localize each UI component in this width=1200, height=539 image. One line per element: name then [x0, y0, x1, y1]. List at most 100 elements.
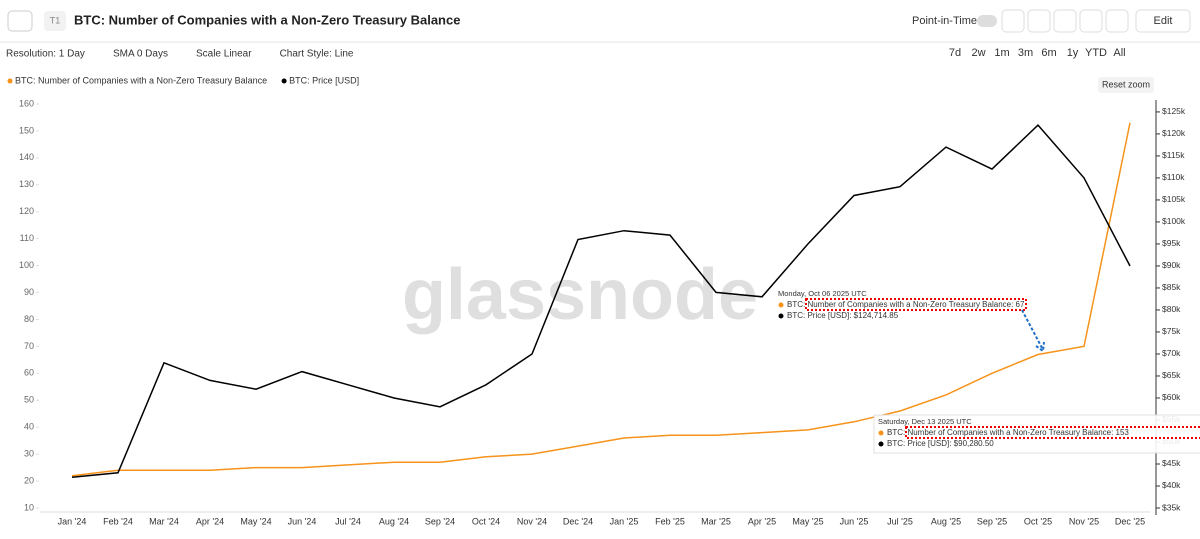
y2-tick-label: $35k [1162, 502, 1181, 512]
y2-tick-label: $120k [1162, 128, 1186, 138]
y-tick-label: 90 [24, 287, 34, 297]
range-button[interactable]: YTD [1085, 47, 1107, 59]
y2-tick-label: $125k [1162, 106, 1186, 116]
y2-tick-label: $75k [1162, 326, 1181, 336]
y2-tick-label: $80k [1162, 304, 1181, 314]
x-tick-label: Oct '24 [472, 516, 500, 526]
x-tick-label: Feb '24 [103, 516, 133, 526]
range-button[interactable]: 3m [1018, 47, 1033, 59]
y-tick-label: 80 [24, 314, 34, 324]
tooltip-date: Monday, Oct 06 2025 UTC [778, 289, 867, 298]
range-button[interactable]: 1m [994, 47, 1009, 59]
copy-button[interactable] [1105, 9, 1129, 33]
y-tick-label: 60 [24, 368, 34, 378]
y-tick-label: 110 [20, 233, 34, 243]
toolbar-option[interactable]: Scale Linear [196, 49, 252, 60]
y-tick-label: 150 [19, 125, 34, 135]
tooltips: Monday, Oct 06 2025 UTC BTC: Number of Co… [774, 287, 1200, 454]
x-tick-label: Sep '24 [425, 516, 455, 526]
favorite-button[interactable] [1027, 9, 1051, 33]
y-tick-label: 140 [19, 152, 34, 162]
y-tick-label: 40 [24, 422, 34, 432]
y2-tick-label: $65k [1162, 370, 1181, 380]
y2-tick-label: $70k [1162, 348, 1181, 358]
highlight [805, 298, 1027, 311]
x-tick-label: Nov '25 [1069, 516, 1099, 526]
y-tick-label: 10 [24, 502, 34, 512]
tooltip-dot [778, 313, 784, 319]
tooltip-dot [878, 441, 884, 447]
y-tick-label: 70 [24, 341, 34, 351]
x-tick-label: Jun '25 [840, 516, 869, 526]
edit-button[interactable] [1135, 9, 1191, 33]
y2-tick-label: $40k [1162, 480, 1181, 490]
edit-label: Edit [1154, 15, 1173, 27]
header [0, 0, 1200, 42]
legend-label[interactable]: BTC: Number of Companies with a Non-Zero… [15, 75, 267, 85]
reset-zoom: Reset zoom [1102, 79, 1150, 89]
watermark: glassnode [402, 255, 758, 335]
legend: BTC: Number of Companies with a Non-Zero… [7, 75, 359, 85]
x-tick-label: Mar '25 [701, 516, 731, 526]
x-tick-label: Sep '25 [977, 516, 1007, 526]
x-tick-label: May '24 [240, 516, 271, 526]
share-button[interactable] [1079, 9, 1103, 33]
tooltip-line: BTC: Number of Companies with a Non-Zero… [787, 300, 1025, 309]
y-tick-label: 130 [19, 179, 34, 189]
reset-zoom-button[interactable] [1098, 77, 1154, 93]
y2-tick-label: $115k [1162, 150, 1185, 160]
toolbar: Resolution: 1 Day SMA 0 Days Scale Linear C… [6, 47, 1126, 60]
x-tick-label: Jul '24 [335, 516, 361, 526]
y-tick-label: 20 [24, 475, 34, 485]
arrow [1021, 309, 1045, 353]
legend-label[interactable]: BTC: Price [USD] [289, 75, 359, 85]
x-tick-label: Dec '25 [1115, 516, 1145, 526]
tooltip-line: BTC: Price [USD]: $124,714.85 [787, 311, 899, 320]
y-tick-label: 120 [19, 206, 34, 216]
x-tick-label: Nov '24 [517, 516, 547, 526]
y-tick-label: 100 [19, 260, 34, 270]
x-tick-label: Apr '25 [748, 516, 776, 526]
alert-button[interactable] [1053, 9, 1077, 33]
x-tick-label: Apr '24 [196, 516, 224, 526]
toolbar-option[interactable]: Resolution: 1 Day [6, 49, 85, 60]
series-line [71, 122, 1131, 477]
x-tick-label: Jan '25 [610, 516, 639, 526]
tooltip [873, 414, 1200, 454]
range-button[interactable]: 6m [1041, 47, 1056, 59]
badge: T1 [50, 15, 61, 25]
toolbar-option[interactable]: Chart Style: Line [280, 49, 354, 60]
y2-tick-label: $85k [1162, 282, 1181, 292]
y2-tick-label: $110k [1162, 172, 1185, 182]
toggle[interactable] [977, 15, 997, 27]
y-tick-label: 30 [24, 449, 34, 459]
tooltip [774, 287, 1034, 325]
tooltip-date: Saturday, Dec 13 2025 UTC [878, 417, 972, 426]
x-tick-label: Jun '24 [288, 516, 317, 526]
legend-dot [281, 78, 287, 84]
x-tick-label: Dec '24 [563, 516, 593, 526]
toolbar-option[interactable]: SMA 0 Days [113, 49, 168, 60]
highlight [905, 426, 1200, 439]
y2-tick-label: $105k [1162, 194, 1186, 204]
legend-dot [7, 78, 13, 84]
x-tick-label: Jul '25 [887, 516, 913, 526]
tooltip-dot [878, 430, 884, 436]
title: BTC: Number of Companies with a Non-Zero… [74, 12, 460, 27]
range-button[interactable]: All [1113, 47, 1125, 59]
range-button[interactable]: 7d [949, 47, 961, 59]
y2-tick-label: $100k [1162, 216, 1186, 226]
sidebar-button[interactable] [7, 10, 33, 32]
x-tick-label: Oct '25 [1024, 516, 1052, 526]
tooltip-line: BTC: Price [USD]: $90,280.50 [887, 439, 994, 448]
range-button[interactable]: 2w [971, 47, 985, 59]
badge-bg [44, 11, 66, 31]
y2-tick-label: $90k [1162, 260, 1181, 270]
y-tick-label: 160 [19, 98, 34, 108]
range-button[interactable]: 1y [1067, 47, 1079, 59]
x-tick-label: Feb '25 [655, 516, 685, 526]
icon-button[interactable] [1001, 9, 1025, 33]
tooltip-dot [778, 302, 784, 308]
y-tick-label: 50 [24, 395, 34, 405]
